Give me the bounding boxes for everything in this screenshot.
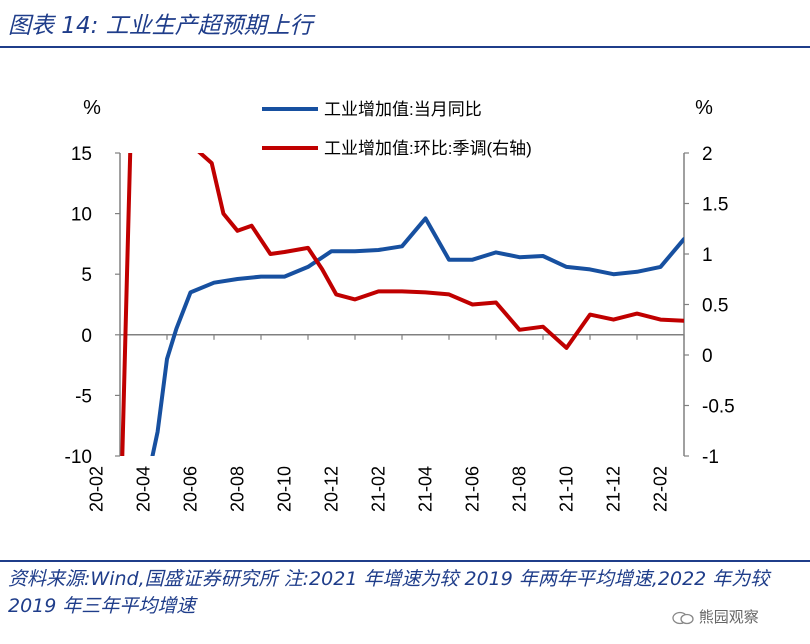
x-tick-label: 21-10 bbox=[557, 466, 577, 512]
chart-title: 图表 14: 工业生产超预期上行 bbox=[8, 13, 313, 39]
x-tick-label: 21-08 bbox=[510, 466, 530, 512]
left-tick-label: -5 bbox=[75, 386, 92, 407]
source-note: 资料来源:Wind,国盛证券研究所 注:2021 年增速为较 2019 年两年平… bbox=[8, 568, 770, 617]
right-tick-label: -0.5 bbox=[702, 397, 735, 418]
x-tick-label: 20-12 bbox=[322, 466, 342, 512]
x-tick-label: 20-04 bbox=[134, 466, 154, 512]
right-tick-label: 1 bbox=[702, 245, 713, 266]
x-tick-label: 22-02 bbox=[651, 466, 671, 512]
right-tick-label: -1 bbox=[702, 447, 719, 468]
series-line-mom bbox=[120, 153, 684, 456]
x-tick-label: 20-08 bbox=[228, 466, 248, 512]
right-tick-label: 0.5 bbox=[702, 296, 728, 317]
footer-divider bbox=[0, 560, 810, 562]
x-tick-label: 21-06 bbox=[463, 466, 483, 512]
left-axis-unit: % bbox=[83, 97, 101, 119]
right-tick-label: 2 bbox=[702, 144, 713, 165]
legend: 工业增加值:当月同比 工业增加值:环比:季调(右轴) bbox=[262, 100, 532, 158]
series-line-yoy bbox=[150, 216, 684, 456]
legend-label-mom: 工业增加值:环比:季调(右轴) bbox=[324, 139, 532, 158]
right-tick-label: 1.5 bbox=[702, 195, 728, 216]
wechat-icon bbox=[672, 611, 694, 624]
left-tick-label: 5 bbox=[81, 265, 92, 286]
axes: 15 10 5 0 -5 -10 2 1.5 1 0.5 0 -0.5 -1 20-02 20-04 20-0… bbox=[65, 144, 735, 512]
watermark: 熊园观察 bbox=[672, 606, 759, 627]
left-tick-label: -10 bbox=[65, 447, 92, 468]
watermark-text: 熊园观察 bbox=[698, 608, 759, 626]
x-tick-label: 21-12 bbox=[604, 466, 624, 512]
title-divider bbox=[0, 46, 810, 48]
left-tick-label: 10 bbox=[71, 205, 92, 226]
x-tick-label: 20-02 bbox=[87, 466, 107, 512]
right-tick-label: 0 bbox=[702, 346, 713, 367]
right-axis-unit: % bbox=[695, 97, 713, 119]
chart-area: % % 工业增加值:当月同比 工业增加值:环比:季调(右轴) 151050-5-… bbox=[65, 97, 735, 512]
series-lines bbox=[120, 153, 684, 456]
x-tick-label: 21-02 bbox=[369, 466, 389, 512]
left-tick-label: 0 bbox=[81, 326, 92, 347]
legend-label-yoy: 工业增加值:当月同比 bbox=[324, 100, 482, 119]
x-tick-label: 20-10 bbox=[275, 466, 295, 512]
left-tick-label: 15 bbox=[71, 144, 92, 165]
x-tick-label: 21-04 bbox=[416, 466, 436, 512]
x-tick-label: 20-06 bbox=[181, 466, 201, 512]
